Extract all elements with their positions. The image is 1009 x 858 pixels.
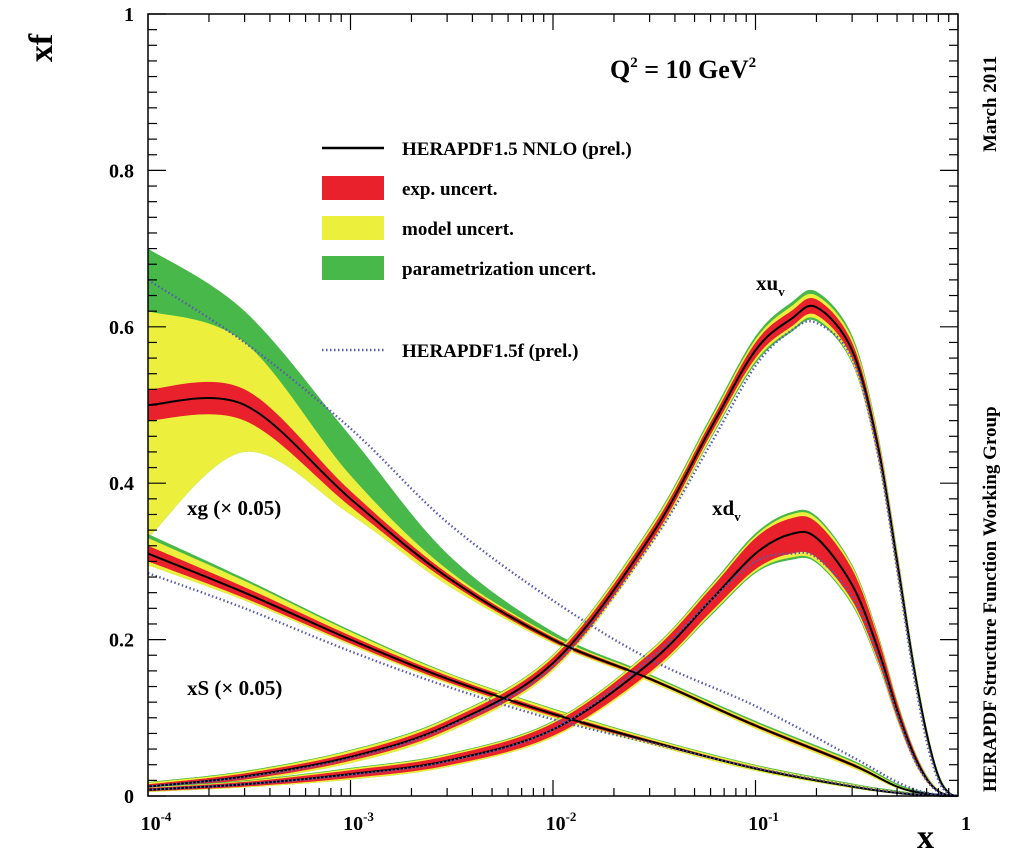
legend-label: HERAPDF1.5 NNLO (prel.) [402,139,632,160]
uncertainty-bands [148,248,958,797]
x-axis-title: x [917,819,934,856]
legend-entry: model uncert. [322,216,514,240]
x-tick-label: 10-4 [141,809,172,835]
legend-label: HERAPDF1.5f (prel.) [402,341,578,362]
xdv-curve-label: xdv [712,496,741,524]
y-tick-label: 1 [124,4,134,26]
x-tick-label: 1 [961,813,971,835]
x-tick-label: 10-2 [546,809,577,835]
xg-curve-label: xg (× 0.05) [187,496,281,520]
side-date-text: March 2011 [980,56,1001,152]
legend-label: exp. uncert. [402,179,498,200]
xg-model-band [148,311,958,796]
side-group-text: HERAPDF Structure Function Working Group [980,406,1001,792]
xuv-alt-line [147,319,959,798]
legend-entry: HERAPDF1.5 NNLO (prel.) [322,139,632,160]
y-tick-label: 0.2 [109,630,134,652]
xg-alt-line [147,278,959,798]
legend-entry: parametrization uncert. [322,256,596,280]
xdv-alt-line [147,551,959,798]
y-axis-ticks: 0 0.2 0.4 0.6 0.8 1 [109,4,958,808]
legend-label: model uncert. [402,219,514,240]
y-tick-label: 0.4 [109,473,134,495]
legend-box-swatch [322,256,384,280]
legend: HERAPDF1.5 NNLO (prel.) exp. uncert. model… [322,139,632,362]
xs-curve-label: xS (× 0.05) [187,676,282,700]
xg-central-line [147,397,959,797]
legend-entry: HERAPDF1.5f (prel.) [322,341,578,362]
q2-annotation: Q2 = 10 GeV2 [610,55,756,84]
y-tick-label: 0.8 [109,160,134,182]
x-tick-label: 10-3 [343,809,374,835]
x-axis-ticks: 10-4 10-3 10-2 10-1 1 [141,14,971,835]
x-tick-label: 10-1 [748,809,779,835]
y-axis-title: xf [23,33,60,62]
xuv-central-line [147,304,959,797]
curves [147,278,959,798]
legend-label: parametrization uncert. [402,259,596,280]
y-tick-label: 0 [124,786,134,808]
xg-param-band [148,248,958,797]
y-tick-label: 0.6 [109,317,134,339]
legend-entry: exp. uncert. [322,176,498,200]
legend-box-swatch [322,216,384,240]
xuv-curve-label: xuv [756,271,785,299]
legend-box-swatch [322,176,384,200]
